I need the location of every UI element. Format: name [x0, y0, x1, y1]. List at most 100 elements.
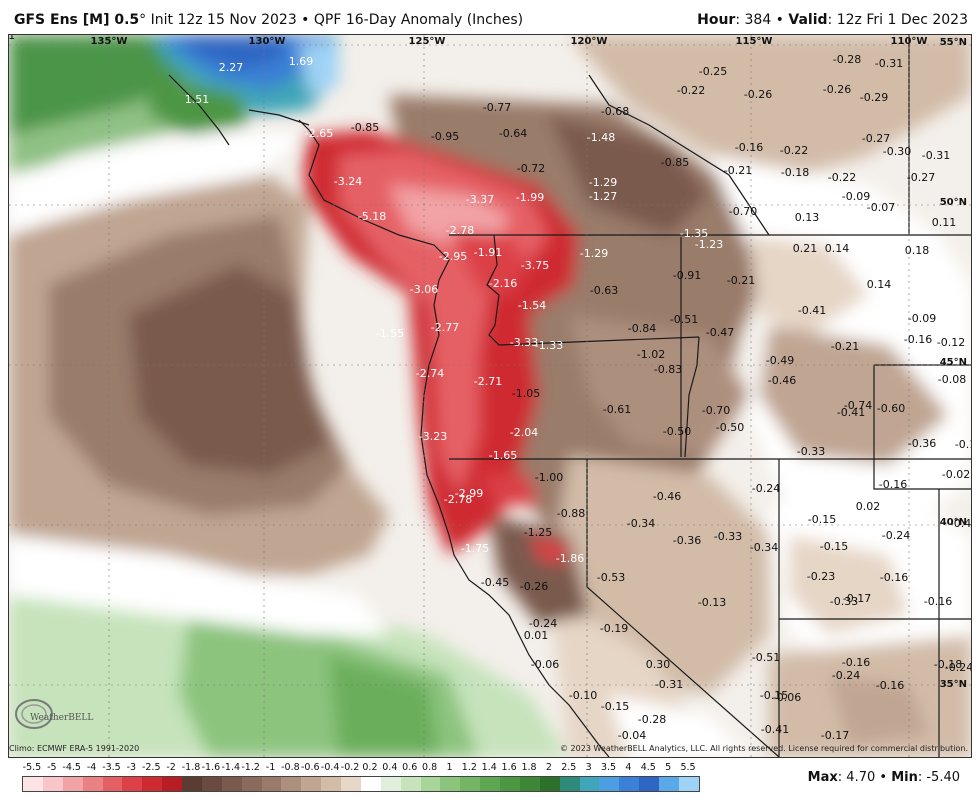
- anomaly-value: -1.65: [489, 449, 517, 462]
- colorbar-swatch: [162, 777, 182, 791]
- anomaly-value: -1.54: [518, 299, 546, 312]
- anomaly-value: -0.47: [706, 326, 734, 339]
- anomaly-value: -1.35: [680, 227, 708, 240]
- colorbar-swatch: [82, 777, 103, 791]
- longitude-label: 130°W: [249, 36, 286, 47]
- colorbar-label: 5: [665, 762, 672, 773]
- colorbar-label: -0.2: [340, 762, 360, 773]
- anomaly-value: -0.41: [798, 304, 826, 317]
- colorbar-swatch: [62, 777, 83, 791]
- anomaly-value: -0.46: [768, 374, 796, 387]
- anomaly-value: -0.21: [727, 274, 755, 287]
- colorbar-label: 0.8: [422, 762, 438, 773]
- anomaly-value: -1.99: [516, 191, 544, 204]
- model-name: GFS Ens [M] 0.5: [14, 12, 140, 28]
- colorbar-swatch: [420, 777, 441, 791]
- colorbar-swatch: [400, 777, 421, 791]
- hour-value: 384: [744, 12, 772, 28]
- anomaly-value: -1.02: [637, 348, 665, 361]
- colorbar-swatch: [241, 777, 262, 791]
- anomaly-value: -0.72: [517, 162, 545, 175]
- anomaly-value: -1.29: [589, 176, 617, 189]
- anomaly-value: -0.21: [9, 35, 15, 42]
- anomaly-value: -0.63: [590, 284, 618, 297]
- colorbar-labels: -5.5 -5 -4.5 -4 -3.5 -3 -2.5 -2 -1.8 -1.6 -1.4 -1.2…: [22, 762, 698, 774]
- anomaly-value: -0.19: [955, 438, 971, 451]
- anomaly-value: -0.84: [628, 322, 656, 335]
- anomaly-value: -0.34: [627, 517, 655, 530]
- anomaly-value: -1.25: [524, 526, 552, 539]
- anomaly-value: -0.36: [673, 534, 701, 547]
- colorbar-label: 0.6: [402, 762, 418, 773]
- anomaly-value: -0.49: [766, 354, 794, 367]
- min-value: -5.40: [926, 770, 960, 785]
- init-time: Init 12z 15 Nov 2023: [150, 12, 297, 28]
- colorbar-label: 5.5: [680, 762, 696, 773]
- anomaly-value: -0.28: [833, 53, 861, 66]
- colorbar-label: 3: [585, 762, 592, 773]
- anomaly-value: -0.33: [714, 530, 742, 543]
- anomaly-value: -0.46: [653, 490, 681, 503]
- anomaly-value: -0.21: [831, 340, 859, 353]
- copyright-note: © 2023 WeatherBELL Analytics, LLC. All r…: [560, 744, 968, 753]
- colorbar-swatch: [480, 777, 500, 791]
- hour-label: Hour: [697, 12, 736, 28]
- map-title: GFS Ens [M] 0.5° Init 12z 15 Nov 2023 • …: [14, 12, 524, 28]
- anomaly-value: -2.65: [305, 127, 333, 140]
- anomaly-value: -0.47: [950, 517, 971, 530]
- shaded-field: [9, 35, 971, 757]
- anomaly-value: -0.88: [557, 507, 585, 520]
- colorbar-label: 1.2: [461, 762, 477, 773]
- colorbar-label: 0.4: [382, 762, 398, 773]
- latitude-label: 50°N: [940, 197, 967, 208]
- anomaly-value: 1.69: [289, 55, 314, 68]
- anomaly-value: -0.16: [924, 595, 952, 608]
- anomaly-value: -0.27: [862, 132, 890, 145]
- colorbar-swatch: [599, 777, 620, 791]
- colorbar-swatch: [201, 777, 222, 791]
- anomaly-value: -1.29: [580, 247, 608, 260]
- min-label: Min: [891, 770, 918, 785]
- anomaly-value: -0.09: [908, 312, 936, 325]
- anomaly-value: -0.26: [520, 580, 548, 593]
- anomaly-value: -0.09: [842, 190, 870, 203]
- anomaly-value: -2.71: [474, 375, 502, 388]
- anomaly-value: -0.83: [654, 363, 682, 376]
- anomaly-value: -1.91: [474, 246, 502, 259]
- anomaly-value: -1.33: [535, 339, 563, 352]
- colorbar-swatch: [579, 777, 600, 791]
- colorbar-swatch: [122, 777, 143, 791]
- anomaly-value: -0.24: [529, 617, 557, 630]
- colorbar-swatch: [360, 777, 381, 791]
- anomaly-value: -0.16: [735, 141, 763, 154]
- colorbar-label: -5: [47, 762, 57, 773]
- anomaly-value: -0.13: [698, 596, 726, 609]
- anomaly-value: -2.04: [510, 426, 538, 439]
- latitude-labels: 55°N 50°N 45°N 40°N 35°N: [940, 37, 967, 690]
- anomaly-value: -0.31: [922, 149, 950, 162]
- anomaly-value: -0.15: [808, 513, 836, 526]
- anomaly-value: -0.28: [638, 713, 666, 726]
- colorbar-label: -2.5: [141, 762, 161, 773]
- weatherbell-logo: WeatherBELL: [12, 692, 104, 736]
- colorbar-label: 3.5: [600, 762, 617, 773]
- anomaly-value: 0.13: [795, 211, 820, 224]
- colorbar-label: -0.4: [320, 762, 340, 773]
- latitude-label: 35°N: [940, 679, 967, 690]
- anomaly-value: -0.04: [618, 729, 646, 742]
- anomaly-value: -0.07: [867, 201, 895, 214]
- anomaly-value: -0.50: [716, 421, 744, 434]
- anomaly-value: -0.95: [431, 130, 459, 143]
- max-value: 4.70: [846, 770, 876, 785]
- anomaly-value: -0.22: [828, 171, 856, 184]
- anomaly-value: -0.51: [752, 651, 780, 664]
- anomaly-value: -2.99: [455, 487, 483, 500]
- colorbar-label: 2: [545, 762, 552, 773]
- anomaly-value: -0.18: [781, 166, 809, 179]
- colorbar-swatch: [221, 777, 242, 791]
- anomaly-value: -2.16: [489, 277, 517, 290]
- climo-note: Climo: ECMWF ERA-5 1991-2020: [9, 744, 140, 753]
- longitude-label: 125°W: [409, 36, 446, 47]
- anomaly-value: -3.33: [510, 336, 538, 349]
- longitude-label: 135°W: [91, 36, 128, 47]
